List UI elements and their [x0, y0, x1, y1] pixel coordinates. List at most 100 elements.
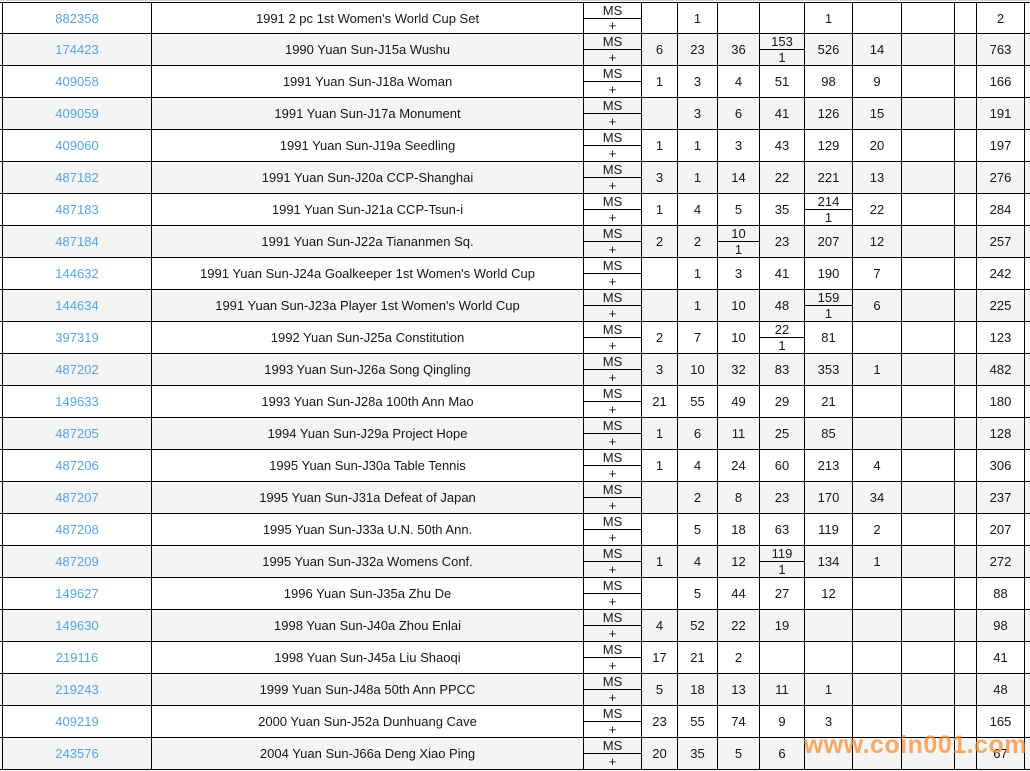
total-count-cell: 276	[977, 162, 1025, 194]
grade-count-cell	[955, 98, 977, 130]
grade-label-ms-part: MS	[584, 482, 641, 498]
total-count-cell: 482	[977, 354, 1025, 386]
row-left-edge-stub	[0, 322, 3, 354]
cert-number-link[interactable]: 487207	[55, 490, 99, 505]
cert-number-link[interactable]: 144632	[55, 266, 99, 281]
cert-number-link[interactable]: 149633	[55, 394, 99, 409]
coin-description: 1991 Yuan Sun-J21a CCP-Tsun-i	[152, 194, 584, 226]
table-row: 219243 1999 Yuan Sun-J48a 50th Ann PPCC MS…	[0, 674, 1030, 706]
grade-label: MS +	[584, 514, 642, 546]
cert-number-link[interactable]: 487206	[55, 458, 99, 473]
cert-number-link[interactable]: 487202	[55, 362, 99, 377]
cert-number-cell: 174423	[3, 34, 152, 66]
grade-count-cell: 8	[718, 482, 760, 514]
table-row: 487205 1994 Yuan Sun-J29a Project Hope MS +…	[0, 418, 1030, 450]
cert-number-link[interactable]: 409058	[55, 74, 99, 89]
coin-description: 1995 Yuan Sun-J30a Table Tennis	[152, 450, 584, 482]
cert-number-link[interactable]: 487182	[55, 170, 99, 185]
cert-number-link[interactable]: 219243	[55, 682, 99, 697]
grade-label-plus-part: +	[608, 178, 617, 193]
total-count-cell: 257	[977, 226, 1025, 258]
cert-number-link[interactable]: 882358	[55, 10, 99, 26]
grade-count-cell: 35	[678, 738, 718, 770]
cert-number-link[interactable]: 219116	[55, 650, 99, 665]
grade-count-cell: 3	[718, 130, 760, 162]
row-left-edge-stub	[0, 354, 3, 386]
grade-label-ms-part: MS	[584, 98, 641, 114]
cert-number-cell: 149627	[3, 578, 152, 610]
cert-number-cell: 144634	[3, 290, 152, 322]
grade-count-cell	[955, 2, 977, 34]
cert-number-link[interactable]: 487184	[55, 234, 99, 249]
row-right-edge-stub	[1025, 546, 1030, 578]
row-left-edge-stub	[0, 674, 3, 706]
table-row: 487183 1991 Yuan Sun-J21a CCP-Tsun-i MS +1 4…	[0, 194, 1030, 226]
grade-count-cell	[902, 354, 955, 386]
total-count-cell: 48	[977, 674, 1025, 706]
grade-count-cell	[955, 130, 977, 162]
grade-count-cell	[955, 482, 977, 514]
grade-count-cell: 1	[642, 194, 678, 226]
grade-label: MS +	[584, 386, 642, 418]
row-left-edge-stub	[0, 2, 3, 34]
grade-count-cell: 1	[642, 418, 678, 450]
grade-count-cell: 36	[718, 34, 760, 66]
grade-count-cell	[955, 418, 977, 450]
table-row: 149627 1996 Yuan Sun-J35a Zhu De MS +5 44 27 1…	[0, 578, 1030, 610]
cert-number-link[interactable]: 409059	[55, 106, 99, 121]
coin-description: 1998 Yuan Sun-J40a Zhou Enlai	[152, 610, 584, 642]
table-row: 149630 1998 Yuan Sun-J40a Zhou Enlai MS +4 5…	[0, 610, 1030, 642]
grade-count-cell: 6	[853, 290, 902, 322]
cert-number-link[interactable]: 487183	[55, 202, 99, 217]
table-row: 487184 1991 Yuan Sun-J22a Tiananmen Sq. MS…	[0, 226, 1030, 258]
grade-label-ms-part: MS	[584, 706, 641, 722]
row-left-edge-stub	[0, 386, 3, 418]
table-row: 144634 1991 Yuan Sun-J23a Player 1st Wome…	[0, 290, 1030, 322]
coin-description: 1991 Yuan Sun-J17a Monument	[152, 98, 584, 130]
grade-count-cell: 213	[805, 450, 853, 482]
cert-number-cell: 487184	[3, 226, 152, 258]
cert-number-link[interactable]: 487205	[55, 426, 99, 441]
row-left-edge-stub	[0, 66, 3, 98]
grade-label-plus-part: +	[608, 562, 617, 577]
cert-number-link[interactable]: 144634	[55, 298, 99, 313]
cert-number-cell: 487207	[3, 482, 152, 514]
grade-label-ms-part: MS	[584, 642, 641, 658]
grade-count-cell	[853, 642, 902, 674]
grade-count-cell	[955, 514, 977, 546]
table-row: 487209 1995 Yuan Sun-J32a Womens Conf. MS +…	[0, 546, 1030, 578]
grade-count-cell: 2	[718, 642, 760, 674]
cert-number-link[interactable]: 243576	[55, 746, 99, 761]
cert-number-link[interactable]: 409219	[55, 714, 99, 729]
grade-count-cell	[902, 706, 955, 738]
cert-number-link[interactable]: 149630	[55, 618, 99, 633]
grade-count-cell	[955, 578, 977, 610]
cert-number-link[interactable]: 149627	[55, 586, 99, 601]
total-count-cell: 207	[977, 514, 1025, 546]
grade-count-cell: 14	[718, 162, 760, 194]
grade-count-cell	[853, 2, 902, 34]
grade-count-cell: 7	[853, 258, 902, 290]
cert-number-link[interactable]: 397319	[55, 330, 99, 345]
grade-count-cell	[955, 162, 977, 194]
cert-number-link[interactable]: 487209	[55, 554, 99, 569]
grade-count-cell: 11	[718, 418, 760, 450]
grade-count-cell: 13	[718, 674, 760, 706]
grade-label: MS +	[584, 482, 642, 514]
table-row: 219116 1998 Yuan Sun-J45a Liu Shaoqi MS +17…	[0, 642, 1030, 674]
grade-label: MS +	[584, 66, 642, 98]
grade-count-cell: 74	[718, 706, 760, 738]
grade-count-cell: 2	[642, 322, 678, 354]
grade-count-cell: 63	[760, 514, 805, 546]
grade-label: MS +	[584, 738, 642, 770]
grade-count-cell: 55	[678, 386, 718, 418]
grade-label: MS +	[584, 450, 642, 482]
cert-number-link[interactable]: 487208	[55, 522, 99, 537]
total-count-cell: 67	[977, 738, 1025, 770]
cert-number-link[interactable]: 409060	[55, 138, 99, 153]
cert-number-link[interactable]: 174423	[55, 42, 99, 57]
row-right-edge-stub	[1025, 642, 1030, 674]
grade-label-ms-part: MS	[584, 578, 641, 594]
total-count-cell: 191	[977, 98, 1025, 130]
grade-count-cell-ms-part: 214	[805, 194, 852, 210]
